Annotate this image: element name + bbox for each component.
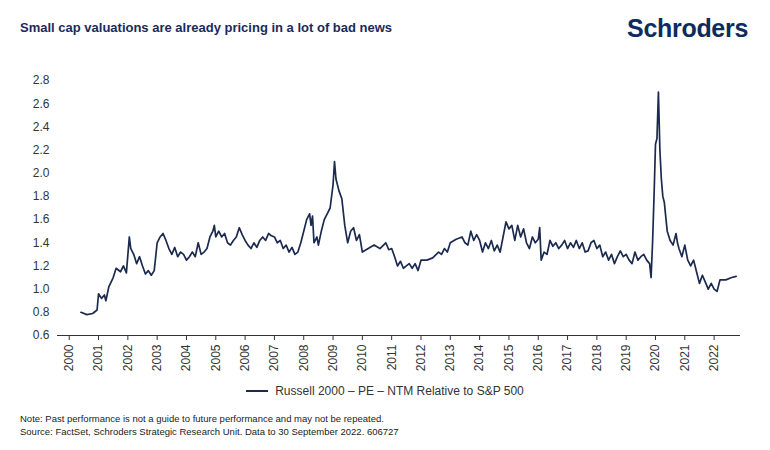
- svg-text:2002: 2002: [121, 344, 135, 371]
- svg-text:2020: 2020: [648, 344, 662, 371]
- svg-text:2003: 2003: [150, 344, 164, 371]
- svg-text:2004: 2004: [179, 344, 193, 371]
- svg-text:2.2: 2.2: [33, 143, 50, 157]
- svg-text:2016: 2016: [531, 344, 545, 371]
- svg-text:2021: 2021: [678, 344, 692, 371]
- svg-text:1.0: 1.0: [33, 282, 50, 296]
- svg-text:2012: 2012: [414, 344, 428, 371]
- svg-text:2009: 2009: [326, 344, 340, 371]
- html-text:Small cap valuations are alrea: Small cap valuations are already pricing…: [20, 20, 393, 35]
- svg-text:2007: 2007: [267, 344, 281, 371]
- svg-text:2014: 2014: [472, 344, 486, 371]
- svg-text:2022: 2022: [707, 344, 721, 371]
- svg-text:0.6: 0.6: [33, 328, 50, 342]
- svg-text:0.8: 0.8: [33, 305, 50, 319]
- html-text:Note: Past performance is not: Note: Past performance is not a guide to…: [20, 413, 384, 424]
- svg-text:2018: 2018: [590, 344, 604, 371]
- html-text:Russell 2000 – PE – NTM Relati: Russell 2000 – PE – NTM Relative to S&P …: [275, 384, 524, 398]
- svg-text:2015: 2015: [502, 344, 516, 371]
- svg-text:2005: 2005: [209, 344, 223, 371]
- html-text:Source: FactSet, Schroders Str: Source: FactSet, Schroders Strategic Res…: [20, 426, 399, 437]
- svg-text:2.8: 2.8: [33, 73, 50, 87]
- svg-text:2.6: 2.6: [33, 97, 50, 111]
- svg-text:2010: 2010: [355, 344, 369, 371]
- svg-text:2008: 2008: [297, 344, 311, 371]
- svg-text:2006: 2006: [238, 344, 252, 371]
- svg-text:2017: 2017: [560, 344, 574, 371]
- svg-text:2.4: 2.4: [33, 120, 50, 134]
- svg-text:2013: 2013: [443, 344, 457, 371]
- html-text:Schroders: Schroders: [627, 14, 748, 42]
- svg-text:2.0: 2.0: [33, 166, 50, 180]
- svg-text:2011: 2011: [385, 344, 399, 370]
- svg-text:2001: 2001: [91, 344, 105, 371]
- svg-text:1.4: 1.4: [33, 236, 50, 250]
- svg-text:1.6: 1.6: [33, 212, 50, 226]
- svg-text:2000: 2000: [62, 344, 76, 371]
- svg-text:2019: 2019: [619, 344, 633, 371]
- svg-text:1.8: 1.8: [33, 189, 50, 203]
- svg-text:1.2: 1.2: [33, 259, 50, 273]
